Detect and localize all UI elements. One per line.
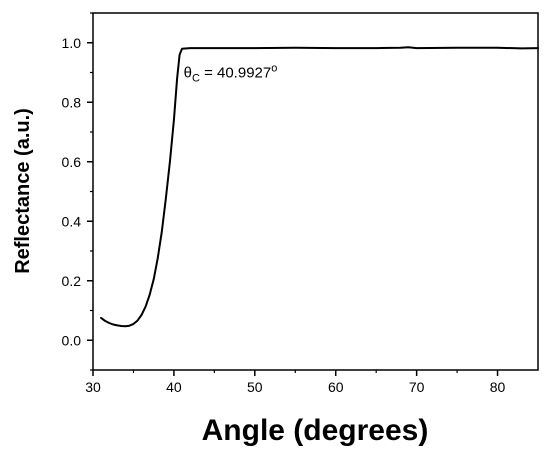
y-tick-label: 0.4 <box>62 213 82 229</box>
y-tick-label: 0.6 <box>62 154 82 170</box>
x-axis-ticks: 30 40 50 60 70 80 <box>85 370 506 395</box>
y-tick-label: 0.2 <box>62 273 82 289</box>
y-axis-title: Reflectance (a.u.) <box>12 108 34 274</box>
reflectance-curve <box>100 46 539 328</box>
y-tick-label: 0.0 <box>62 332 82 348</box>
x-tick-label: 60 <box>328 379 344 395</box>
series-layer <box>100 46 539 328</box>
y-axis-ticks: 0.0 0.2 0.4 0.6 0.8 1.0 <box>62 12 93 371</box>
degree-superscript: o <box>271 63 277 75</box>
x-tick-label: 50 <box>247 379 263 395</box>
x-tick-label: 80 <box>490 379 506 395</box>
plot-frame <box>92 12 539 371</box>
y-tick-label: 0.8 <box>62 94 82 110</box>
x-axis-title: Angle (degrees) <box>202 414 429 447</box>
x-tick-label: 70 <box>409 379 425 395</box>
critical-angle-annotation: θC = 40.9927o <box>184 63 278 85</box>
subscript-c: C <box>192 73 200 85</box>
y-tick-label: 1.0 <box>62 35 82 51</box>
x-tick-label: 40 <box>166 379 182 395</box>
x-tick-label: 30 <box>85 379 101 395</box>
annotation-value: = 40.9927 <box>200 65 271 82</box>
theta-symbol: θ <box>184 65 192 82</box>
